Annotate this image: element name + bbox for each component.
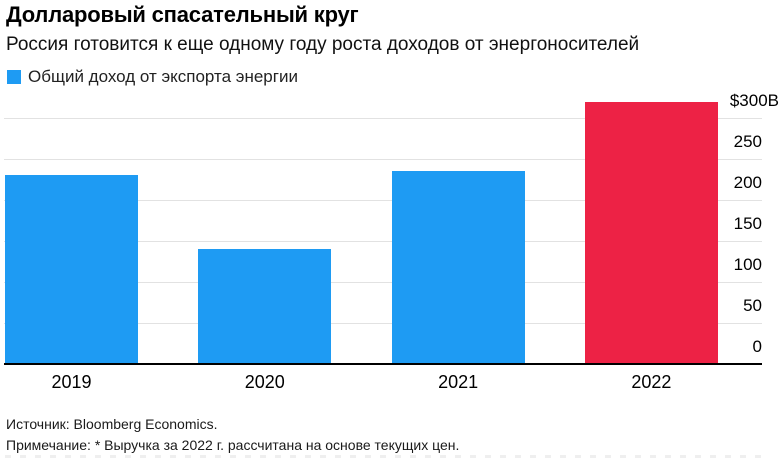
bar-2021 [391,171,525,364]
legend-label: Общий доход от экспорта энергии [28,67,298,86]
y-tick-label-250: 250 [733,132,762,151]
y-tick-label-100: 100 [733,255,762,274]
legend: Общий доход от экспорта энергии [7,67,298,86]
methodology-note: Примечание: * Выручка за 2022 г. рассчит… [6,437,460,453]
clipped-content-artifact [5,455,769,458]
y-tick-label-150: 150 [733,214,762,233]
chart-title: Долларовый спасательный круг [6,2,359,27]
x-tick-label-2022: 2022 [631,372,672,392]
gridline-50 [4,322,762,324]
gridline-200 [4,199,762,201]
gridline-100 [4,281,762,283]
gridline-300 [4,117,762,119]
bar-2019 [5,175,138,364]
y-tick-label-50: 50 [743,296,762,315]
x-axis-baseline [4,363,762,365]
y-tick-label-300: $300B [729,91,779,110]
bar-2022 [584,101,718,364]
y-tick-label-200: 200 [733,173,762,192]
gridline-150 [4,240,762,242]
source-note: Источник: Bloomberg Economics. [6,416,218,432]
bar-2020 [198,249,332,364]
x-tick-label-2020: 2020 [244,372,285,392]
y-tick-label-0: 0 [752,337,762,356]
chart-subtitle: Россия готовится к еще одному году роста… [6,34,640,55]
footer: Источник: Bloomberg Economics. Примечани… [6,414,459,456]
gridline-250 [4,158,762,160]
x-tick-label-2021: 2021 [438,372,479,392]
legend-swatch-icon [7,70,21,84]
x-tick-label-2019: 2019 [51,372,92,392]
